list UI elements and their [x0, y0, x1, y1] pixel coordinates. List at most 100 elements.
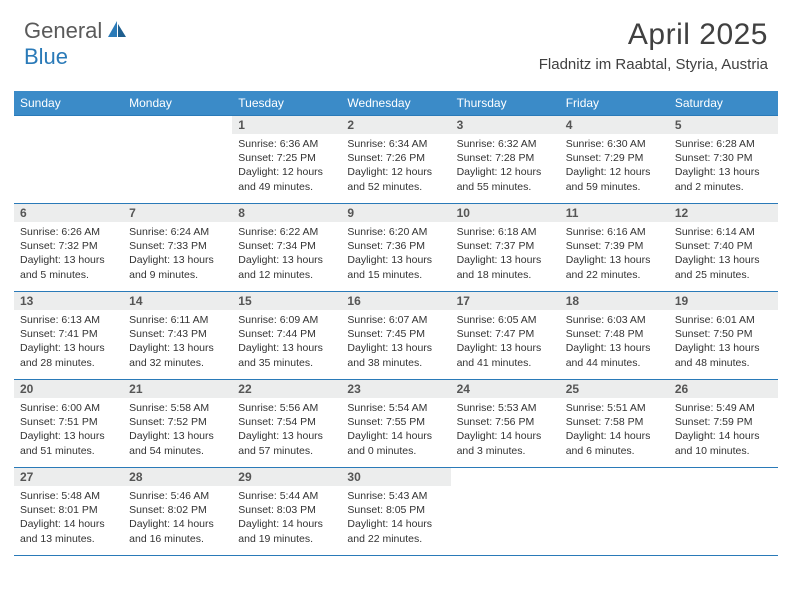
- day-number: 2: [341, 116, 450, 134]
- sunset-line: Sunset: 7:56 PM: [457, 415, 554, 429]
- sunrise-line: Sunrise: 6:20 AM: [347, 225, 444, 239]
- sunrise-line: Sunrise: 6:24 AM: [129, 225, 226, 239]
- day-details: Sunrise: 6:16 AMSunset: 7:39 PMDaylight:…: [560, 222, 669, 286]
- daylight-line: Daylight: 13 hours and 48 minutes.: [675, 341, 772, 369]
- day-number: 21: [123, 380, 232, 398]
- sunrise-line: Sunrise: 5:43 AM: [347, 489, 444, 503]
- sunset-line: Sunset: 7:58 PM: [566, 415, 663, 429]
- title-block: April 2025 Fladnitz im Raabtal, Styria, …: [539, 18, 768, 73]
- sunrise-line: Sunrise: 6:13 AM: [20, 313, 117, 327]
- sunrise-line: Sunrise: 6:34 AM: [347, 137, 444, 151]
- day-details: Sunrise: 6:01 AMSunset: 7:50 PMDaylight:…: [669, 310, 778, 374]
- sunrise-line: Sunrise: 5:54 AM: [347, 401, 444, 415]
- sunset-line: Sunset: 7:55 PM: [347, 415, 444, 429]
- sunset-line: Sunset: 7:34 PM: [238, 239, 335, 253]
- day-number: 29: [232, 468, 341, 486]
- calendar-cell: 23Sunrise: 5:54 AMSunset: 7:55 PMDayligh…: [341, 380, 450, 468]
- calendar-cell: 1 Sunrise: 6:36 AMSunset: 7:25 PMDaylight…: [232, 116, 341, 204]
- day-number: 19: [669, 292, 778, 310]
- calendar-cell: 12Sunrise: 6:14 AMSunset: 7:40 PMDayligh…: [669, 204, 778, 292]
- month-title: April 2025: [539, 18, 768, 52]
- sunset-line: Sunset: 7:48 PM: [566, 327, 663, 341]
- daylight-line: Daylight: 13 hours and 25 minutes.: [675, 253, 772, 281]
- day-number: 17: [451, 292, 560, 310]
- day-details: Sunrise: 5:48 AMSunset: 8:01 PMDaylight:…: [14, 486, 123, 550]
- calendar-cell: 25 Sunrise: 5:51 AMSunset: 7:58 PMDayligh…: [560, 380, 669, 468]
- weekday-header: Friday: [560, 91, 669, 116]
- daylight-line: Daylight: 13 hours and 32 minutes.: [129, 341, 226, 369]
- day-number: 28: [123, 468, 232, 486]
- sunset-line: Sunset: 8:02 PM: [129, 503, 226, 517]
- daylight-line: Daylight: 14 hours and 19 minutes.: [238, 517, 335, 545]
- day-details: Sunrise: 6:13 AMSunset: 7:41 PMDaylight:…: [14, 310, 123, 374]
- daylight-line: Daylight: 13 hours and 15 minutes.: [347, 253, 444, 281]
- day-number: 8: [232, 204, 341, 222]
- day-number: 1: [232, 116, 341, 134]
- sunrise-line: Sunrise: 5:51 AM: [566, 401, 663, 415]
- daylight-line: Daylight: 12 hours and 49 minutes.: [238, 165, 335, 193]
- calendar-cell: 6Sunrise: 6:26 AMSunset: 7:32 PMDaylight…: [14, 204, 123, 292]
- calendar-cell: 26Sunrise: 5:49 AMSunset: 7:59 PMDayligh…: [669, 380, 778, 468]
- calendar-cell: 8Sunrise: 6:22 AMSunset: 7:34 PMDaylight…: [232, 204, 341, 292]
- day-number: 18: [560, 292, 669, 310]
- calendar-cell: 9Sunrise: 6:20 AMSunset: 7:36 PMDaylight…: [341, 204, 450, 292]
- day-details: Sunrise: 5:58 AMSunset: 7:52 PMDaylight:…: [123, 398, 232, 462]
- calendar-cell: 17Sunrise: 6:05 AMSunset: 7:47 PMDayligh…: [451, 292, 560, 380]
- sunset-line: Sunset: 7:47 PM: [457, 327, 554, 341]
- logo-text-blue: Blue: [24, 44, 68, 69]
- day-details: Sunrise: 6:30 AMSunset: 7:29 PMDaylight:…: [560, 134, 669, 198]
- day-number: 9: [341, 204, 450, 222]
- calendar-cell: 20Sunrise: 6:00 AMSunset: 7:51 PMDayligh…: [14, 380, 123, 468]
- day-details: Sunrise: 6:18 AMSunset: 7:37 PMDaylight:…: [451, 222, 560, 286]
- sunrise-line: Sunrise: 5:58 AM: [129, 401, 226, 415]
- sunset-line: Sunset: 7:52 PM: [129, 415, 226, 429]
- calendar-cell-empty: [560, 468, 669, 556]
- day-number: 20: [14, 380, 123, 398]
- sunset-line: Sunset: 7:37 PM: [457, 239, 554, 253]
- calendar-row: 27Sunrise: 5:48 AMSunset: 8:01 PMDayligh…: [14, 468, 778, 556]
- day-details: Sunrise: 5:53 AMSunset: 7:56 PMDaylight:…: [451, 398, 560, 462]
- day-number: 25: [560, 380, 669, 398]
- sunset-line: Sunset: 8:01 PM: [20, 503, 117, 517]
- sunrise-line: Sunrise: 6:36 AM: [238, 137, 335, 151]
- sunrise-line: Sunrise: 6:14 AM: [675, 225, 772, 239]
- day-number: 7: [123, 204, 232, 222]
- weekday-header: Sunday: [14, 91, 123, 116]
- sunrise-line: Sunrise: 6:01 AM: [675, 313, 772, 327]
- daylight-line: Daylight: 12 hours and 52 minutes.: [347, 165, 444, 193]
- logo: General: [24, 18, 130, 44]
- sunrise-line: Sunrise: 5:48 AM: [20, 489, 117, 503]
- daylight-line: Daylight: 13 hours and 54 minutes.: [129, 429, 226, 457]
- day-number: 26: [669, 380, 778, 398]
- header: General April 2025 Fladnitz im Raabtal, …: [0, 0, 792, 81]
- sunset-line: Sunset: 7:30 PM: [675, 151, 772, 165]
- day-number: 16: [341, 292, 450, 310]
- sunset-line: Sunset: 7:29 PM: [566, 151, 663, 165]
- sunset-line: Sunset: 7:25 PM: [238, 151, 335, 165]
- daylight-line: Daylight: 13 hours and 2 minutes.: [675, 165, 772, 193]
- daylight-line: Daylight: 13 hours and 38 minutes.: [347, 341, 444, 369]
- logo-sail-icon: [106, 19, 128, 44]
- sunset-line: Sunset: 7:39 PM: [566, 239, 663, 253]
- daylight-line: Daylight: 13 hours and 12 minutes.: [238, 253, 335, 281]
- daylight-line: Daylight: 13 hours and 41 minutes.: [457, 341, 554, 369]
- weekday-header: Thursday: [451, 91, 560, 116]
- calendar-table: SundayMondayTuesdayWednesdayThursdayFrid…: [14, 91, 778, 556]
- day-number: 23: [341, 380, 450, 398]
- calendar-cell: 3Sunrise: 6:32 AMSunset: 7:28 PMDaylight…: [451, 116, 560, 204]
- location-text: Fladnitz im Raabtal, Styria, Austria: [539, 56, 768, 73]
- daylight-line: Daylight: 13 hours and 9 minutes.: [129, 253, 226, 281]
- calendar-cell-empty: [14, 116, 123, 204]
- daylight-line: Daylight: 13 hours and 18 minutes.: [457, 253, 554, 281]
- day-details: Sunrise: 6:20 AMSunset: 7:36 PMDaylight:…: [341, 222, 450, 286]
- calendar-cell: 13Sunrise: 6:13 AMSunset: 7:41 PMDayligh…: [14, 292, 123, 380]
- daylight-line: Daylight: 13 hours and 57 minutes.: [238, 429, 335, 457]
- calendar-row: 6Sunrise: 6:26 AMSunset: 7:32 PMDaylight…: [14, 204, 778, 292]
- daylight-line: Daylight: 14 hours and 10 minutes.: [675, 429, 772, 457]
- weekday-header: Saturday: [669, 91, 778, 116]
- calendar-cell: 24Sunrise: 5:53 AMSunset: 7:56 PMDayligh…: [451, 380, 560, 468]
- daylight-line: Daylight: 14 hours and 6 minutes.: [566, 429, 663, 457]
- calendar-cell: 10Sunrise: 6:18 AMSunset: 7:37 PMDayligh…: [451, 204, 560, 292]
- day-number: 10: [451, 204, 560, 222]
- day-number: 6: [14, 204, 123, 222]
